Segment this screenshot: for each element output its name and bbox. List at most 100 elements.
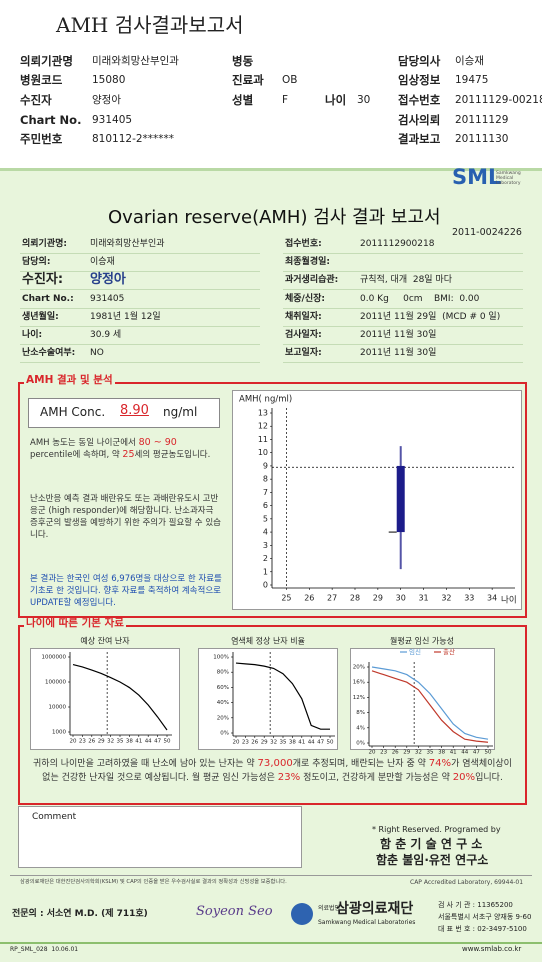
field-value: 규칙적, 대개 28일 마다	[360, 275, 452, 285]
x-tick-label: 23	[380, 750, 387, 756]
org-logo	[291, 903, 313, 925]
row-rule	[20, 326, 260, 327]
bottom-rule	[0, 942, 542, 944]
x-tick-label: 41	[298, 740, 305, 746]
row-rule	[20, 253, 260, 254]
highlight: 23%	[277, 772, 301, 783]
y-tick-label: 20%	[353, 665, 365, 671]
age-panel	[198, 648, 338, 750]
field-label: 나이:	[22, 330, 43, 340]
field-value: 30	[357, 94, 371, 106]
field-label: 성별	[232, 93, 254, 107]
x-tick-label: 32	[415, 750, 422, 756]
contact: 대 표 번 호 : 02-3497-5100	[438, 925, 527, 933]
highlight: 73,000	[257, 758, 293, 769]
field-label: 의뢰기관명:	[22, 239, 67, 249]
row-rule	[283, 289, 523, 290]
field-value: 이승재	[90, 257, 115, 267]
highlight: 80 ~ 90	[138, 437, 177, 448]
amh-value: 8.90	[120, 403, 149, 418]
x-tick-label: 35	[117, 739, 124, 745]
amh-unit: ng/ml	[163, 405, 198, 419]
y-tick-label: 80%	[217, 670, 229, 676]
field-value: 931405	[90, 294, 125, 304]
chart-title: 염색체 정상 난자 비율	[231, 636, 305, 646]
y-tick-label: 1000000	[42, 655, 67, 661]
field-value: 0.0 Kg 0cm BMI: 0.00	[360, 294, 480, 304]
field-label: 담당의사	[398, 54, 441, 68]
field-label: Chart No.:	[22, 294, 74, 304]
form-code: RP_SML_028 10.06.01	[10, 946, 79, 953]
text: AMH 농도는 동일 나이군에서	[30, 438, 139, 448]
field-value: 2011112900218	[360, 239, 435, 249]
field-value: 미래와희망산부인과	[90, 239, 165, 249]
x-tick-label: 29	[373, 594, 383, 603]
row-rule	[283, 253, 523, 254]
field-value: 810112-2******	[92, 133, 175, 145]
box	[396, 465, 405, 533]
field-label: 주민번호	[20, 132, 63, 146]
text: 가 염색체이상이 없는 건강한 난자일 것으로 예상됩니다. 월 평균 임신 가…	[42, 759, 512, 783]
field-label: 검사의뢰	[398, 113, 441, 127]
y-tick-label: 100000	[45, 680, 66, 686]
cert: 삼광의료재단은 대한진단검사의학회(KSLM) 및 CAP의 인증을 받은 우수…	[20, 879, 287, 885]
field-label: 최종월경일:	[285, 257, 330, 267]
x-tick-label: 26	[88, 739, 95, 745]
y-tick-label: 0%	[356, 741, 365, 747]
y-tick-label: 10000	[49, 705, 67, 711]
y-tick-label: 9	[263, 461, 268, 470]
contact: 서울특별시 서초구 양재동 9-60	[438, 913, 532, 921]
x-tick-label: 41	[450, 750, 457, 756]
note: 본 결과는 한국인 여성 6,976명을 대상으로 한 자료를 기초로 한 것입…	[30, 574, 222, 608]
row-rule	[283, 271, 523, 272]
field-label: 생년월일:	[22, 312, 59, 322]
y-tick-label: 10	[258, 448, 268, 457]
series-line	[72, 663, 168, 731]
field-value: 이승재	[455, 55, 484, 67]
x-tick-label: 50	[485, 750, 492, 756]
field-label: 접수번호:	[285, 239, 322, 249]
x-tick-label: 44	[461, 750, 468, 756]
text: 개로 추정되며, 배란되는 난자 중 약	[292, 759, 429, 769]
age-panel	[30, 648, 180, 750]
field-label: 과거생리습관:	[285, 275, 339, 285]
legend-label: 출산	[443, 647, 455, 656]
x-tick-label: 28	[350, 594, 360, 603]
series-line	[371, 666, 489, 740]
amh-frame	[18, 382, 527, 618]
report-number: 2011-0024226	[452, 227, 522, 238]
y-tick-label: 4	[263, 528, 268, 537]
field-value: 19475	[455, 74, 489, 86]
field-value: 20111130	[455, 133, 509, 145]
x-tick-label: 47	[154, 739, 161, 745]
x-tick-label: 20	[369, 750, 376, 756]
x-tick-label: 32	[441, 594, 451, 603]
row-rule	[283, 344, 523, 345]
field-value: NO	[90, 348, 104, 358]
x-tick-label: 44	[145, 739, 152, 745]
row-rule	[283, 362, 523, 363]
x-tick-label: 50	[327, 740, 334, 746]
field-label: 임상정보	[398, 73, 441, 87]
field-value: 20111129	[455, 114, 509, 126]
text: 입니다.	[475, 773, 503, 783]
x-tick-label: 35	[280, 740, 287, 746]
amh-label: AMH Conc.	[40, 405, 106, 419]
x-tick-label: 32	[107, 739, 114, 745]
field-label: Chart No.	[20, 113, 82, 127]
field-value: 양정아	[92, 94, 121, 106]
field-value: 양정아	[90, 272, 126, 287]
logo-sub: Samkwang Medical Laboratory	[496, 171, 521, 186]
y-tick-label: 100%	[213, 655, 229, 661]
legend-label: 임신	[409, 647, 421, 656]
x-tick-label: 23	[79, 739, 86, 745]
field-value: 30.9 세	[90, 330, 122, 340]
y-tick-label: 11	[258, 435, 268, 444]
x-tick-label: 33	[464, 594, 474, 603]
x-tick-label: 29	[98, 739, 105, 745]
x-tick-label: 20	[233, 740, 240, 746]
comment-label: Comment	[32, 812, 77, 822]
x-tick-label: 25	[281, 594, 291, 603]
y-tick-label: 13	[258, 409, 268, 418]
age-frame	[18, 625, 527, 805]
